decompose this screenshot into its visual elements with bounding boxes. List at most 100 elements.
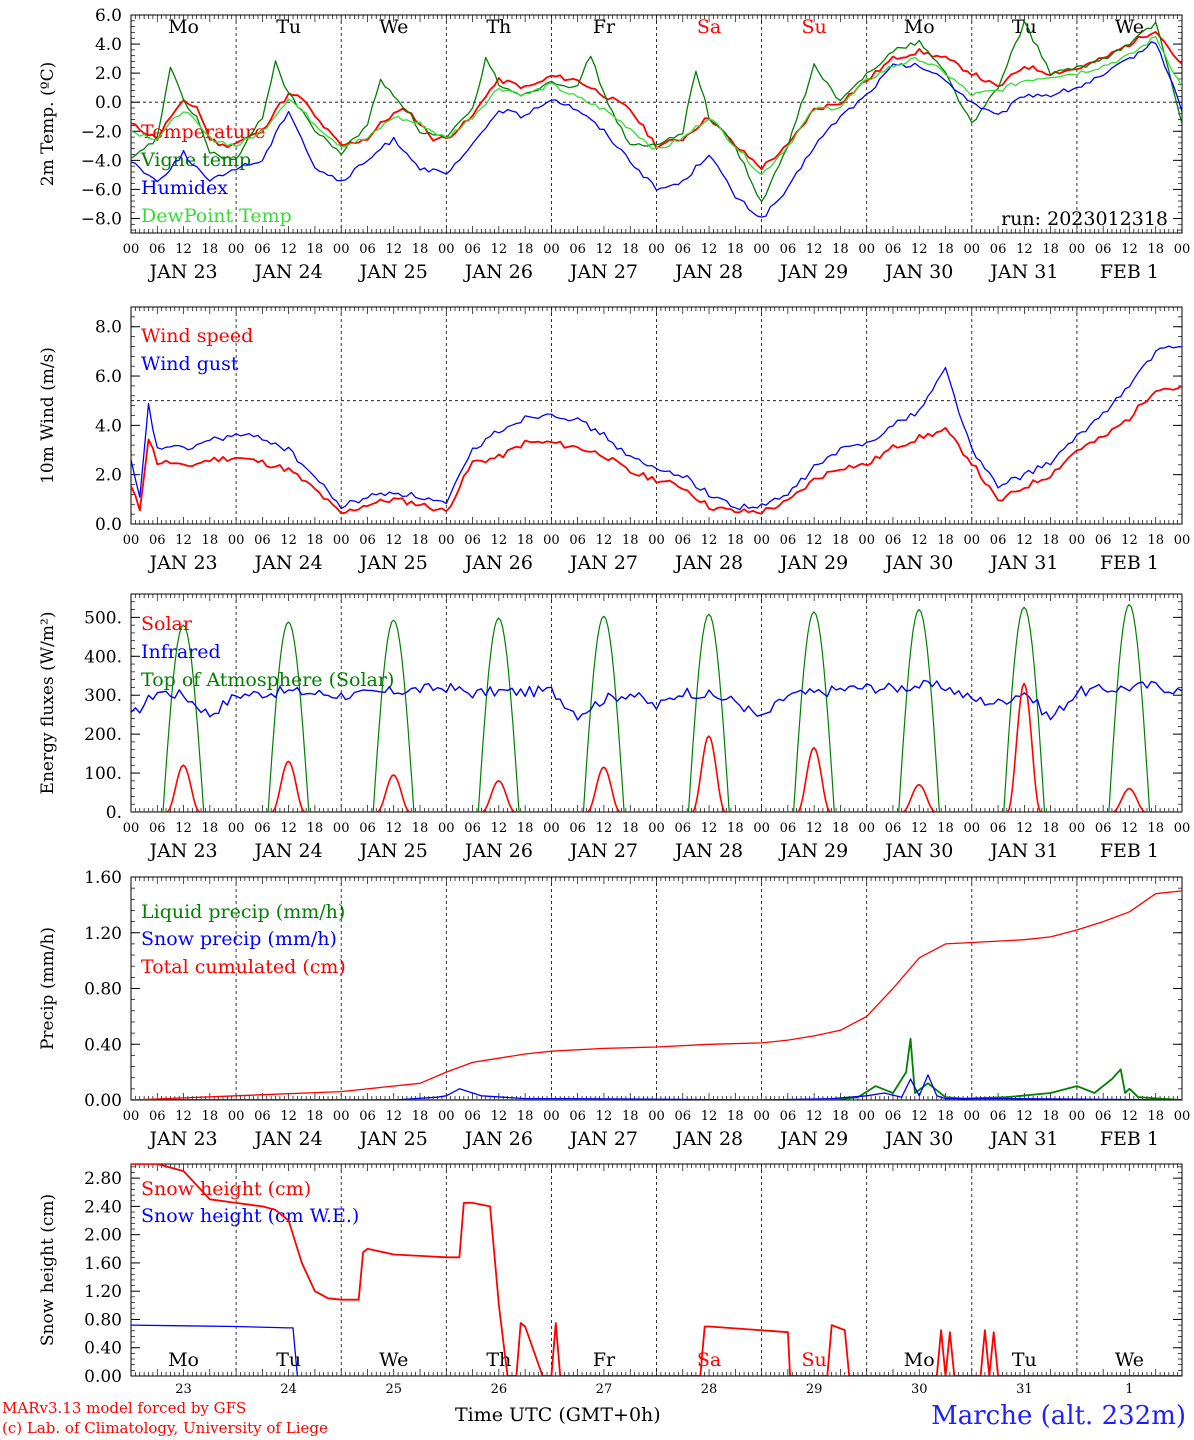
weekday-label: Fr — [593, 16, 616, 38]
legend-label: Infrared — [141, 641, 221, 663]
hour-tick-label: 18 — [727, 821, 744, 836]
hour-tick-label: 12 — [701, 821, 718, 836]
hour-tick-label: 12 — [385, 821, 402, 836]
weekday-label: We — [1115, 16, 1144, 38]
date-label: JAN 31 — [988, 840, 1058, 862]
y-tick-label: 400. — [84, 647, 122, 667]
weekday-label: Su — [802, 1349, 827, 1371]
hour-tick-label: 00 — [753, 821, 770, 836]
hour-tick-label: 00 — [753, 242, 770, 257]
series-line-solar — [131, 682, 1182, 812]
date-label: JAN 24 — [253, 1128, 323, 1150]
hour-tick-label: 06 — [149, 821, 166, 836]
hour-tick-label: 12 — [911, 821, 928, 836]
series-line-3 — [131, 41, 1182, 218]
date-label: JAN 24 — [253, 840, 323, 862]
hour-tick-label: 00 — [228, 533, 245, 548]
legend-label: Total cumulated (cm) — [141, 956, 346, 978]
hour-tick-label: 12 — [701, 242, 718, 257]
hour-tick-label: 12 — [175, 242, 192, 257]
hour-tick-label: 12 — [596, 821, 613, 836]
hour-tick-label: 00 — [228, 1109, 245, 1124]
legend-label: Vigne temp — [140, 149, 251, 171]
hour-tick-label: 06 — [464, 533, 481, 548]
date-label: JAN 24 — [253, 552, 323, 574]
y-tick-label: 2.0 — [95, 64, 122, 84]
series-line-2 — [131, 1324, 1182, 1376]
hour-tick-label: 18 — [517, 533, 534, 548]
hour-tick-label: 12 — [175, 821, 192, 836]
weekday-label: Mo — [168, 1349, 199, 1371]
weekday-label: Th — [486, 1349, 511, 1371]
date-label: JAN 28 — [673, 261, 743, 283]
station-name: Marche (alt. 232m) — [931, 1401, 1186, 1431]
hour-tick-label: 06 — [780, 821, 797, 836]
y-tick-label: 200. — [84, 725, 122, 745]
hour-tick-label: 06 — [464, 821, 481, 836]
hour-tick-label: 06 — [780, 533, 797, 548]
hour-tick-label: 18 — [307, 242, 324, 257]
y-tick-label: 6.0 — [95, 367, 122, 387]
hour-tick-label: 06 — [1095, 533, 1112, 548]
weekday-label: Mo — [168, 16, 199, 38]
hour-tick-label: 00 — [438, 1109, 455, 1124]
date-label: JAN 29 — [778, 1128, 848, 1150]
hour-tick-label: 06 — [675, 533, 692, 548]
hour-tick-label: 18 — [622, 533, 639, 548]
hour-tick-label: 12 — [806, 821, 823, 836]
y-tick-label: −2.0 — [81, 122, 122, 142]
hour-tick-label: 06 — [885, 242, 902, 257]
hour-tick-label: 06 — [885, 1109, 902, 1124]
hour-tick-label: 18 — [832, 1109, 849, 1124]
date-label: JAN 31 — [988, 261, 1058, 283]
hour-tick-label: 12 — [701, 1109, 718, 1124]
series-line-2 — [131, 1074, 1182, 1100]
weekday-label: Mo — [904, 16, 935, 38]
y-tick-label: 4.0 — [95, 35, 122, 55]
y-tick-label: −8.0 — [81, 209, 122, 229]
hour-tick-label: 12 — [1121, 821, 1138, 836]
y-tick-label: −4.0 — [81, 151, 122, 171]
hour-tick-label: 12 — [491, 821, 508, 836]
hour-tick-label: 18 — [727, 242, 744, 257]
weekday-label: Mo — [904, 1349, 935, 1371]
hour-tick-label: 18 — [517, 1109, 534, 1124]
legend-label: DewPoint Temp — [141, 205, 292, 227]
date-label: JAN 25 — [358, 840, 428, 862]
hour-tick-label: 06 — [359, 242, 376, 257]
series-layer — [131, 345, 1182, 515]
date-label: JAN 24 — [253, 261, 323, 283]
y-tick-label: 4.0 — [95, 416, 122, 436]
hour-tick-label: 12 — [596, 242, 613, 257]
hour-tick-label: 00 — [648, 242, 665, 257]
hour-tick-label: 18 — [622, 1109, 639, 1124]
hour-tick-label: 18 — [202, 821, 219, 836]
y-tick-label: 0.80 — [84, 980, 122, 1000]
date-label: FEB 1 — [1100, 1128, 1159, 1150]
series-layer — [131, 1164, 1182, 1376]
hour-tick-label: 18 — [622, 242, 639, 257]
series-line-1 — [131, 1037, 1182, 1100]
day-number-label: 25 — [385, 1382, 402, 1397]
hour-tick-label: 06 — [254, 821, 271, 836]
y-tick-label: 100. — [84, 764, 122, 784]
hour-tick-label: 12 — [701, 533, 718, 548]
hour-tick-label: 12 — [385, 533, 402, 548]
date-label: JAN 26 — [463, 1128, 533, 1150]
hour-tick-label: 06 — [359, 533, 376, 548]
date-label: JAN 25 — [358, 552, 428, 574]
weekday-label: Tu — [1012, 1349, 1037, 1371]
date-label: JAN 25 — [358, 261, 428, 283]
y-axis-label: Precip (mm/h) — [38, 927, 58, 1050]
weekday-label: Su — [802, 16, 827, 38]
hour-tick-label: 00 — [858, 242, 875, 257]
hour-tick-label: 00 — [543, 1109, 560, 1124]
hour-tick-label: 12 — [911, 242, 928, 257]
hour-tick-label: 00 — [543, 242, 560, 257]
time-axis-label: Time UTC (GMT+0h) — [455, 1404, 661, 1426]
series-line-2 — [131, 345, 1182, 511]
hour-tick-label: 00 — [1069, 242, 1086, 257]
y-axis-label: Energy fluxes (W/m²) — [38, 612, 58, 795]
legend-label: Humidex — [141, 177, 228, 199]
hour-tick-label: 18 — [1042, 1109, 1059, 1124]
